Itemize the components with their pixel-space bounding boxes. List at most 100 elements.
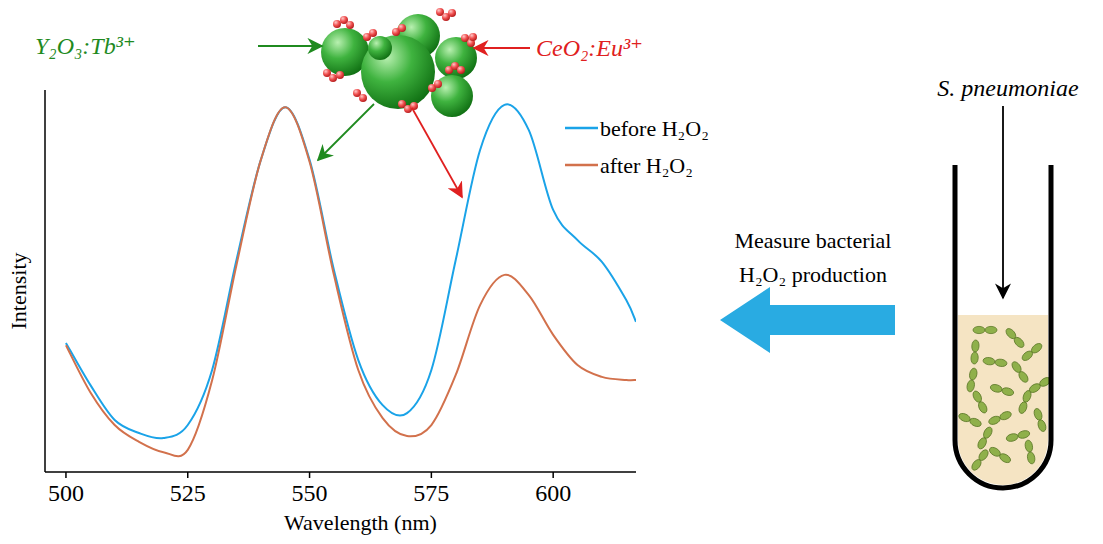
x-tick-label: 500 xyxy=(48,480,84,506)
bacterium xyxy=(976,426,994,451)
ceo2-particle xyxy=(346,21,354,29)
x-tick xyxy=(309,472,311,478)
axes: 500 525 550 575 600 Wavelength (nm) Intensity xyxy=(6,90,636,535)
bacterium xyxy=(1020,342,1043,363)
bacterium xyxy=(1028,376,1052,395)
coccus xyxy=(977,400,989,414)
x-axis-line xyxy=(45,471,636,473)
x-tick xyxy=(552,472,554,478)
coccus xyxy=(968,368,978,381)
x-tick xyxy=(431,472,433,478)
y2o3-label: Y₂O₃:Tb³⁺ xyxy=(35,33,136,59)
figure: 500 525 550 575 600 Wavelength (nm) Intensity b… xyxy=(0,0,1103,544)
x-tick-label: 550 xyxy=(292,480,328,506)
ceo2-particle xyxy=(398,24,406,32)
y2o3-pointer xyxy=(258,45,322,47)
x-tick-label: 525 xyxy=(170,480,206,506)
bacteria-label: S. pneumoniae xyxy=(937,75,1079,101)
measure-arrow xyxy=(720,287,895,353)
ceo2-label: CeO₂:Eu³⁺ xyxy=(536,35,643,61)
legend-label: before H₂O₂ xyxy=(600,116,709,141)
ceo2-particle xyxy=(457,66,465,74)
coccus xyxy=(1017,370,1030,384)
bacterium xyxy=(971,340,980,364)
coccus xyxy=(1017,429,1030,439)
y-axis-title: Intensity xyxy=(6,253,31,330)
measure-label-line: Measure bacterial xyxy=(735,228,892,253)
x-tick xyxy=(65,472,67,478)
bacterium xyxy=(1033,407,1048,432)
x-tick-label: 600 xyxy=(535,480,571,506)
x-tick xyxy=(187,472,189,478)
ceo2-particle xyxy=(333,20,341,28)
coccus xyxy=(1012,336,1025,350)
bacterium xyxy=(970,448,990,472)
ceo2-particle xyxy=(359,94,367,102)
coccus xyxy=(1005,433,1018,443)
coccus xyxy=(1022,389,1033,403)
y2o3-particle xyxy=(368,36,392,60)
coccus xyxy=(985,326,997,333)
legend-swatch xyxy=(565,127,598,130)
legend: before H₂O₂ after H₂O₂ xyxy=(565,116,709,178)
legend-label: after H₂O₂ xyxy=(600,153,693,178)
y2o3-particle xyxy=(435,37,477,79)
coccus xyxy=(998,452,1012,464)
ceo2-particle xyxy=(469,33,477,41)
coccus xyxy=(983,357,996,366)
bacterium xyxy=(973,326,997,333)
bacterium xyxy=(988,410,1013,426)
y-axis-line xyxy=(44,90,46,472)
coccus xyxy=(1018,401,1029,415)
green-peak-arrow xyxy=(318,104,374,160)
coccus xyxy=(988,415,1002,426)
ceo2-particle xyxy=(369,29,377,37)
coccus xyxy=(969,417,983,428)
measure-label: Measure bacterial H₂O₂ production xyxy=(735,228,892,287)
bacterium xyxy=(989,383,1014,397)
bacterium xyxy=(988,446,1012,465)
red-peak-arrow xyxy=(412,108,462,197)
bacterium xyxy=(1004,327,1026,349)
ceo2-particle xyxy=(410,102,418,110)
nanoparticle-cluster xyxy=(321,8,477,117)
bacterium xyxy=(966,368,978,393)
ceo2-particle xyxy=(434,80,442,88)
bacterium xyxy=(971,390,988,415)
coccus xyxy=(971,340,979,352)
coccus xyxy=(999,410,1013,421)
coccus xyxy=(1001,387,1015,397)
bacterium xyxy=(983,357,1008,367)
bacterium xyxy=(1024,440,1036,465)
ceo2-pointer xyxy=(474,47,530,49)
coccus xyxy=(989,383,1003,393)
ceo2-particle xyxy=(329,74,337,82)
coccus xyxy=(976,436,988,450)
series-line xyxy=(66,104,636,438)
bacterium xyxy=(1018,389,1033,414)
coccus xyxy=(958,412,972,423)
y2o3-particle xyxy=(361,35,435,109)
coccus xyxy=(1020,349,1034,362)
series-line xyxy=(66,107,636,456)
coccus xyxy=(1026,451,1035,464)
coccus xyxy=(994,358,1007,367)
coccus xyxy=(970,458,983,472)
measure-label-line: H₂O₂ production xyxy=(739,262,887,287)
bacterium xyxy=(1010,360,1030,384)
coccus xyxy=(971,352,979,364)
coccus xyxy=(966,379,976,392)
coccus xyxy=(1037,419,1048,433)
x-tick-label: 575 xyxy=(413,480,449,506)
ceo2-particle xyxy=(336,71,344,79)
y2o3-particle xyxy=(431,75,473,117)
plot-area xyxy=(66,104,636,456)
culture-medium xyxy=(958,315,1048,485)
coccus xyxy=(1033,407,1044,421)
coccus xyxy=(1024,440,1033,453)
bacteria-pointer xyxy=(1002,106,1004,298)
coccus xyxy=(973,326,985,333)
x-axis-title: Wavelength (nm) xyxy=(284,510,437,535)
bacterium xyxy=(958,412,983,428)
legend-swatch xyxy=(565,164,598,167)
